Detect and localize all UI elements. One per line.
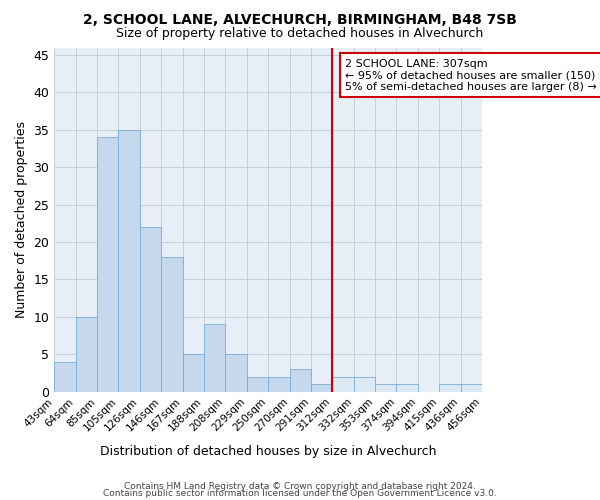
Bar <box>311 384 332 392</box>
Text: Contains public sector information licensed under the Open Government Licence v3: Contains public sector information licen… <box>103 490 497 498</box>
Bar <box>204 324 226 392</box>
Bar <box>375 384 397 392</box>
X-axis label: Distribution of detached houses by size in Alvechurch: Distribution of detached houses by size … <box>100 444 436 458</box>
Text: 2, SCHOOL LANE, ALVECHURCH, BIRMINGHAM, B48 7SB: 2, SCHOOL LANE, ALVECHURCH, BIRMINGHAM, … <box>83 12 517 26</box>
Bar <box>439 384 461 392</box>
Bar <box>397 384 418 392</box>
Bar <box>76 317 97 392</box>
Text: Contains HM Land Registry data © Crown copyright and database right 2024.: Contains HM Land Registry data © Crown c… <box>124 482 476 491</box>
Bar <box>332 376 354 392</box>
Bar <box>247 376 268 392</box>
Bar <box>182 354 204 392</box>
Text: 2 SCHOOL LANE: 307sqm
← 95% of detached houses are smaller (150)
5% of semi-deta: 2 SCHOOL LANE: 307sqm ← 95% of detached … <box>345 58 597 92</box>
Bar <box>268 376 290 392</box>
Bar <box>461 384 482 392</box>
Y-axis label: Number of detached properties: Number of detached properties <box>15 121 28 318</box>
Bar <box>97 138 118 392</box>
Bar <box>226 354 247 392</box>
Bar <box>290 369 311 392</box>
Bar <box>140 227 161 392</box>
Text: Size of property relative to detached houses in Alvechurch: Size of property relative to detached ho… <box>116 28 484 40</box>
Bar <box>118 130 140 392</box>
Bar <box>161 257 182 392</box>
Bar <box>354 376 375 392</box>
Bar <box>54 362 76 392</box>
